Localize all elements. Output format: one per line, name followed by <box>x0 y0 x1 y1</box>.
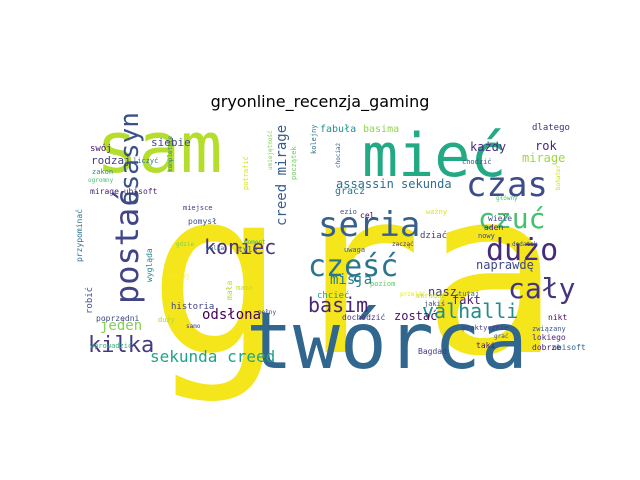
word-postać: postać <box>108 188 146 304</box>
word-kompletnie: kompletnie <box>167 135 174 172</box>
word-związany: związany <box>532 325 566 333</box>
word-przypominać: przypominać <box>74 209 84 262</box>
word-czas: czas <box>466 165 548 205</box>
word-kolejny: kolejny <box>310 124 318 154</box>
word-dużo: dużo <box>486 233 558 268</box>
word-nasz: nasz <box>428 285 457 299</box>
word-dlatego: dlatego <box>532 123 570 133</box>
word-umiejętność: umiejętność <box>267 130 274 170</box>
word-pełny: pełny <box>258 309 276 316</box>
word-mirage-ubisoft: mirage ubisoft <box>90 187 158 196</box>
word-chcieć: chcieć <box>317 290 350 301</box>
chart-title: gryonline_recenzja_gaming <box>210 92 430 111</box>
word-wiele: wiele <box>488 214 512 223</box>
word-sekunda-creed: sekunda creed <box>150 347 275 366</box>
word-cel: cel <box>360 211 375 220</box>
word-nowy: nowy <box>478 232 495 240</box>
word-dochodzić: dochodzić <box>342 312 386 322</box>
word-nikt: nikt <box>548 313 567 322</box>
word-zacząć: zacząć <box>392 241 414 248</box>
word-mama: mama <box>236 284 253 292</box>
word-taki: taki <box>476 341 495 350</box>
word-jakiś: jakiś <box>424 300 445 308</box>
word-sam: sam <box>96 107 222 189</box>
word-praktycznie: praktycznie <box>462 324 508 332</box>
word-część: część <box>308 249 398 284</box>
word-mieć: mieć <box>362 121 507 191</box>
word-basim: basim <box>308 293 368 317</box>
word-twórca: twórca <box>246 297 528 387</box>
word-duży: duży <box>158 316 175 324</box>
word-creed-mirage: creed mirage <box>274 125 290 226</box>
word-dobrze: dobrze <box>532 343 561 352</box>
word-ubisoft: ubisoft <box>552 343 586 352</box>
word-seria: seria <box>318 205 420 245</box>
word-grać: grać <box>494 333 509 340</box>
word-fakt: fakt <box>452 293 481 307</box>
word-poprzedni: poprzedni <box>96 314 140 323</box>
word-rodzaj: rodzaj <box>91 154 131 167</box>
word-naprawdę: naprawdę <box>476 258 534 272</box>
word-początek: początek <box>290 145 298 180</box>
word-główny: główny <box>496 195 518 202</box>
word-mirage: mirage <box>522 151 565 165</box>
word-wygląda: wygląda <box>145 248 154 282</box>
word-moment: moment <box>244 239 266 246</box>
word-historia: historia <box>171 302 214 312</box>
word-kilka: kilka <box>88 333 154 358</box>
word-tyle: tyle <box>238 245 257 254</box>
word-miejsce: miejsce <box>183 204 213 212</box>
word-potrafić: potrafić <box>242 156 250 190</box>
word-basima: basima <box>363 124 399 135</box>
word-fabuła: fabuła <box>320 124 356 135</box>
word-robić: robić <box>84 287 95 314</box>
word-siebie: siebie <box>151 136 191 149</box>
word-chociaż: chociaż <box>335 142 342 168</box>
word-asasyn: asasyn <box>115 112 145 206</box>
word-swój: swój <box>90 143 112 154</box>
word-jeden: jeden <box>100 318 142 334</box>
word-skradać: skradać <box>416 292 446 300</box>
word-aden: aden <box>484 223 503 232</box>
word-samo: samo <box>186 323 201 330</box>
word-poziom: poziom <box>370 280 395 288</box>
word-gra: gra <box>148 140 560 406</box>
word-rok: rok <box>535 139 557 153</box>
word-lokiego: lokiego <box>532 333 566 342</box>
word-valhalli: valhalli <box>422 299 518 323</box>
word-dodatek: dodatek <box>512 241 538 248</box>
word-lepiej: lepiej <box>168 273 190 280</box>
word-zakon: zakon <box>92 168 113 176</box>
word-koniec: koniec <box>204 235 276 259</box>
word-tutaj: tutaj <box>458 290 479 298</box>
word-odsłona: odsłona <box>202 307 261 323</box>
word-chodzić: chodzić <box>462 158 492 166</box>
word-wprowadzić: wprowadzić <box>90 342 132 350</box>
word-bohater: bohater <box>555 164 562 190</box>
word-każdy: każdy <box>470 140 506 154</box>
word-ogromny: ogromny <box>88 177 114 184</box>
word-zostać: zostać <box>394 309 437 323</box>
word-gracz: gracz <box>335 186 365 197</box>
word-mała: mała <box>225 281 234 300</box>
word-przejść: przejść <box>400 291 426 298</box>
word-bagdad: Bagdad <box>418 347 447 356</box>
word-uwaga: uwaga <box>344 246 365 254</box>
word-gdzie: gdzie <box>176 241 194 248</box>
word-cały: cały <box>508 272 575 305</box>
word-walka: walka <box>206 245 224 252</box>
word-ezio: ezio <box>340 208 357 216</box>
word-pomysł: pomysł <box>188 217 217 226</box>
word-ważny: ważny <box>426 208 447 216</box>
word-czuć: czuć <box>478 202 545 235</box>
word-assassin-sekunda: assassin sekunda <box>336 177 452 191</box>
word-dziać: dziać <box>420 230 447 241</box>
word-liczyć: liczyć <box>133 157 158 165</box>
word-misja: misja <box>330 272 372 288</box>
